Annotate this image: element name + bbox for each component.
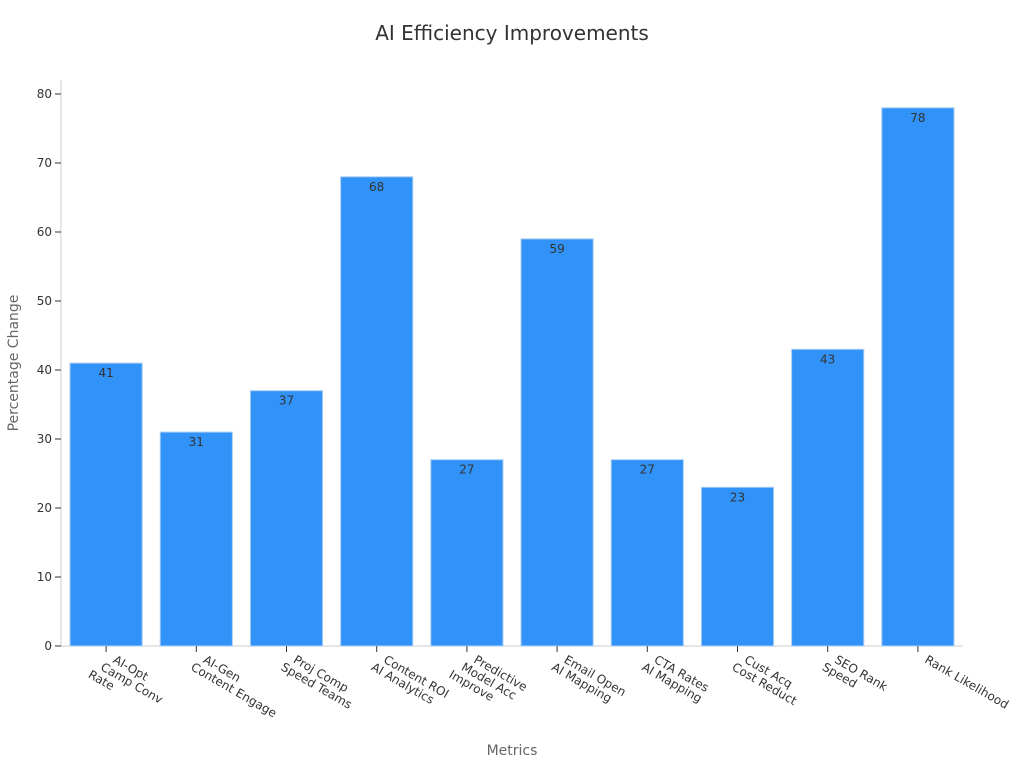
bar-value-label: 37 (279, 394, 294, 408)
chart-title: AI Efficiency Improvements (375, 21, 649, 45)
bar (430, 459, 504, 647)
bar-value-label: 43 (820, 352, 835, 366)
bar-value-label: 78 (910, 111, 925, 125)
bar (700, 486, 775, 647)
y-tick-label: 50 (37, 294, 52, 308)
bar-value-label: 41 (98, 366, 113, 380)
y-tick-label: 20 (37, 501, 52, 515)
y-tick-label: 10 (37, 570, 52, 584)
bar (340, 176, 414, 647)
y-tick-label: 0 (44, 639, 52, 653)
x-axis-title: Metrics (487, 743, 538, 759)
y-tick-label: 60 (37, 225, 52, 239)
y-tick-label: 80 (37, 87, 52, 101)
bar (159, 431, 233, 647)
x-tick-label: SEO RankSpeed (820, 649, 890, 705)
bar-value-label: 31 (189, 435, 204, 449)
bar (881, 107, 955, 647)
bar-value-label: 68 (369, 180, 384, 194)
y-tick-label: 70 (37, 156, 52, 170)
y-tick-label: 40 (37, 363, 52, 377)
x-tick-label: Rank Likelihood (922, 652, 1011, 711)
x-tick-label: Proj CompSpeed Teams (279, 649, 361, 712)
bar (520, 238, 594, 647)
x-tick-label: AI-OptCamp ConvRate (86, 645, 172, 717)
y-tick-label: 30 (37, 432, 52, 446)
bar-value-label: 59 (549, 242, 564, 256)
bar (69, 362, 143, 647)
bar (249, 390, 324, 647)
x-tick-label: AI-GenContent Engage (188, 649, 285, 720)
x-tick-label: Cust AcqCost Reduct (730, 649, 806, 708)
bar (610, 459, 684, 647)
x-tick-label: CTA RatesAI Mapping (639, 649, 711, 706)
bar-value-label: 23 (730, 490, 745, 504)
x-tick-label: Email OpenAI Mapping (549, 649, 628, 710)
x-tick-label: PredictiveModel AccImprove (447, 645, 530, 716)
bar-value-label: 27 (459, 463, 474, 477)
bar-value-label: 27 (640, 463, 655, 477)
x-tick-label: Content ROIAI Analytics (369, 649, 451, 712)
plot-area: 0 10 20 30 40 50 60 70 80 41 AI-OptCamp ConvRate 31… (37, 80, 1011, 720)
bar (791, 348, 865, 647)
y-axis-title: Percentage Change (6, 295, 22, 432)
